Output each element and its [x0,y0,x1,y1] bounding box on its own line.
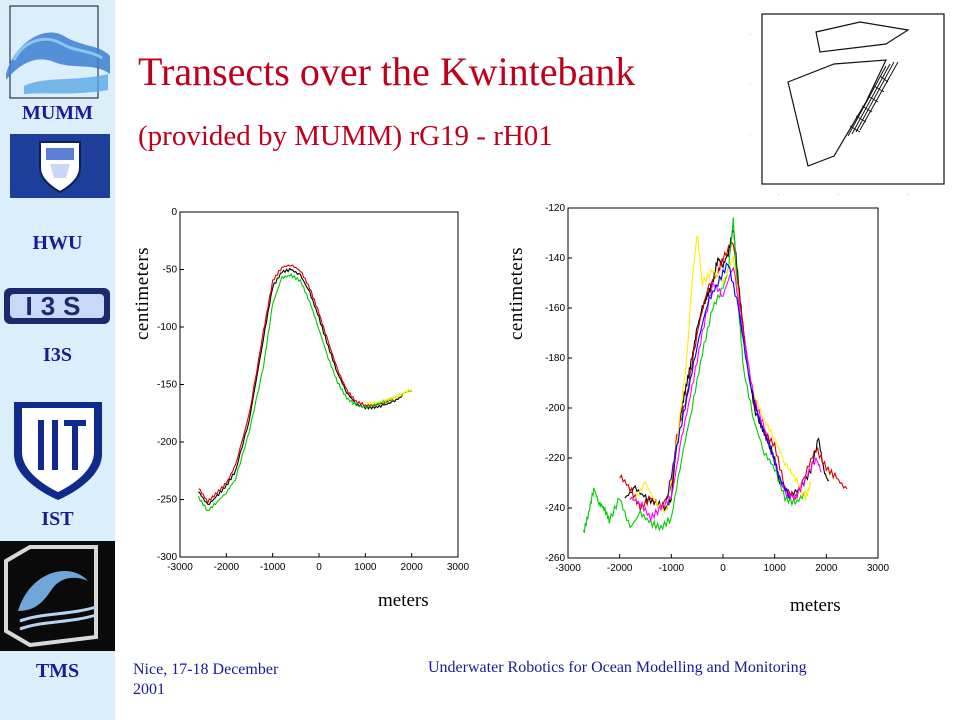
mumm-wave-logo [6,5,110,99]
plot-frame [179,211,459,558]
ist-shield-logo [14,402,102,500]
i3s-logo: I3S [4,288,110,324]
sidebar-label-tms: TMS [35,660,80,682]
right-chart-ylabel: centimeters [506,246,527,340]
left-chart-ylabel: centimeters [132,246,153,340]
page-subtitle: (provided by MUMM) rG19 - rH01 [138,120,553,152]
y-tick-label: -200 [157,437,177,448]
page-title: Transects over the Kwintebank [138,49,636,94]
x-tick-label: 2000 [401,562,424,573]
svg-text:·: · [750,132,752,138]
x-tick-label: -3000 [167,562,193,573]
sidebar-label-i3s: I3S [43,344,72,366]
y-tick-label: -160 [545,303,565,314]
series-line [582,217,806,533]
x-tick-label: -1000 [659,563,685,574]
svg-text:·: · [908,192,910,198]
svg-text:·: · [750,82,752,88]
sidebar: MUMM HWU I3S I3S IST TMS [0,0,115,720]
y-tick-label: -260 [545,553,565,564]
left-chart-xlabel: meters [378,590,429,611]
x-tick-label: 0 [720,563,726,574]
svg-text:·: · [778,192,780,198]
left-transect-chart: -3000 -2000 -1000 0 1000 2000 3000 0 -50 -100 -150… [157,207,470,573]
svg-text:·: · [750,32,752,38]
x-tick-label: 0 [316,562,322,573]
series-line [198,264,394,505]
sidebar-label-mumm: MUMM [21,102,94,124]
y-tick-label: -220 [545,453,565,464]
sidebar-label-ist: IST [41,508,74,530]
x-tick-label: -3000 [555,563,581,574]
sidebar-label-hwu: HWU [32,232,83,254]
svg-text:·: · [838,192,840,198]
series-line [197,272,412,511]
series-line [629,266,822,522]
y-tick-label: -180 [545,353,565,364]
right-transect-chart: -3000 -2000 -1000 0 1000 2000 3000 -120 -140 -160… [545,203,890,574]
y-tick-label: -100 [157,322,177,333]
x-tick-label: -2000 [214,562,240,573]
y-tick-label: -250 [157,495,177,506]
x-tick-label: 1000 [764,563,787,574]
y-tick-label: -120 [545,203,565,214]
inset-map-figure: · · · · · · [748,6,954,204]
x-tick-label: 1000 [354,562,377,573]
y-tick-label: 0 [171,207,177,218]
footer-project: Underwater Robotics for Ocean Modelling … [428,659,807,676]
x-tick-label: 3000 [867,563,890,574]
x-tick-label: -1000 [260,562,286,573]
hwu-crest-logo [10,134,110,198]
y-tick-label: -300 [157,552,177,563]
footer-date: Nice, 17-18 December 2001 [133,661,279,698]
x-tick-label: 2000 [815,563,838,574]
x-tick-label: -2000 [607,563,633,574]
y-tick-label: -50 [163,265,178,276]
y-tick-label: -240 [545,503,565,514]
right-chart-xlabel: meters [790,595,841,616]
y-tick-label: -150 [157,380,177,391]
tms-dolphin-logo [0,541,115,651]
y-tick-label: -200 [545,403,565,414]
series-line [665,262,791,501]
i3s-logo-text: I3S [25,291,88,321]
series-line [364,388,413,405]
y-tick-label: -140 [545,253,565,264]
x-tick-label: 3000 [447,562,470,573]
